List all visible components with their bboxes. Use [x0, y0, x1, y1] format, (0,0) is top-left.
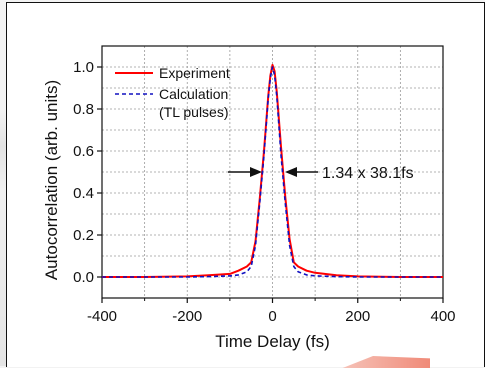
series-line-calculation: [102, 66, 443, 278]
fwhm-annotation: 1.34 x 38.1fs: [228, 165, 414, 182]
y-tick-label: 1.0: [73, 59, 94, 76]
x-axis-label: Time Delay (fs): [215, 332, 330, 351]
legend-label-calculation: (TL pulses): [159, 104, 229, 120]
x-tick-label: 200: [345, 308, 370, 325]
fwhm-label: 1.34 x 38.1fs: [322, 165, 414, 182]
chart-panel: [6, 2, 485, 367]
y-tick-label: 0.6: [73, 143, 94, 160]
fwhm-arrow-left-head: [250, 167, 262, 177]
x-tick-label: -400: [87, 308, 117, 325]
legend-label-experiment: Experiment: [159, 65, 230, 81]
data-series: [102, 63, 443, 278]
y-axis-label: Autocorrelation (arb. units): [42, 80, 61, 280]
y-tick-label: 0.2: [73, 227, 94, 244]
series-line-experiment: [102, 63, 443, 278]
fwhm-arrow-right-head: [285, 167, 297, 177]
x-tick-label: -200: [172, 308, 202, 325]
legend-label-calculation: Calculation: [159, 86, 228, 102]
legend: Experiment Calculation (TL pulses): [115, 65, 230, 120]
axis-ticks: -400 -200 0 200 400 0.0 0.2 0.4 0.6 0.8 1.0: [73, 59, 455, 325]
y-tick-label: 0.8: [73, 101, 94, 118]
y-tick-label: 0.0: [73, 269, 94, 286]
x-tick-label: 0: [268, 308, 276, 325]
x-tick-label: 400: [430, 308, 455, 325]
y-tick-label: 0.4: [73, 185, 94, 202]
